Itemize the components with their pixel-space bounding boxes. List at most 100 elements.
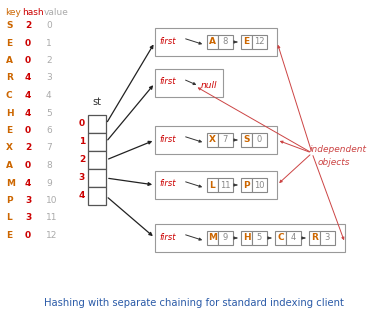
Bar (207, 35, 218, 49)
Text: P: P (6, 196, 13, 205)
Text: null: null (201, 81, 218, 89)
Text: 11: 11 (46, 214, 57, 222)
Text: C: C (6, 91, 13, 100)
Bar (286, 231, 301, 245)
Text: 9: 9 (46, 179, 52, 187)
Bar (155, 69, 223, 97)
Text: E: E (6, 126, 12, 135)
Bar (155, 126, 277, 154)
Text: 3: 3 (25, 214, 31, 222)
Text: 4: 4 (79, 191, 85, 200)
Bar (252, 35, 267, 49)
Text: key: key (5, 8, 21, 17)
Text: 7: 7 (223, 136, 228, 144)
Text: 0: 0 (25, 161, 31, 170)
Bar (218, 178, 233, 192)
Text: 12: 12 (254, 38, 265, 46)
Text: 0: 0 (25, 56, 31, 65)
Text: C: C (277, 234, 284, 242)
Bar (218, 35, 233, 49)
Text: H: H (242, 234, 250, 242)
Text: first: first (159, 135, 175, 143)
Text: 4: 4 (46, 91, 52, 100)
Text: E: E (243, 38, 249, 46)
Bar (241, 178, 252, 192)
Bar (252, 231, 267, 245)
Text: 3: 3 (79, 173, 85, 183)
Text: R: R (311, 234, 318, 242)
Text: first: first (159, 37, 175, 46)
Text: 4: 4 (25, 108, 31, 118)
Bar (88, 187, 106, 205)
Bar (88, 169, 106, 187)
Text: L: L (210, 180, 215, 190)
Bar (252, 178, 267, 192)
Bar (155, 224, 345, 252)
Text: 2: 2 (79, 155, 85, 165)
Text: 8: 8 (46, 161, 52, 170)
Text: 0: 0 (25, 231, 31, 240)
Text: X: X (6, 143, 13, 153)
Text: st: st (92, 97, 102, 107)
Text: value: value (44, 8, 69, 17)
Bar (155, 171, 277, 199)
Bar (207, 178, 218, 192)
Text: Hashing with separate chaining for standard indexing client: Hashing with separate chaining for stand… (44, 298, 344, 308)
Text: 1: 1 (46, 39, 52, 47)
Text: S: S (243, 136, 250, 144)
Bar (207, 231, 218, 245)
Bar (218, 231, 233, 245)
Bar (155, 28, 277, 56)
Bar (320, 231, 335, 245)
Text: 4: 4 (25, 91, 31, 100)
Bar (207, 133, 218, 147)
Bar (88, 133, 106, 151)
Bar (252, 133, 267, 147)
Text: 3: 3 (325, 234, 330, 242)
Text: R: R (6, 74, 13, 82)
Text: 0: 0 (46, 21, 52, 30)
Text: A: A (6, 161, 13, 170)
Text: 2: 2 (25, 143, 31, 153)
Text: 2: 2 (46, 56, 52, 65)
Text: 4: 4 (291, 234, 296, 242)
Bar (241, 133, 252, 147)
Text: E: E (6, 231, 12, 240)
Text: independent: independent (310, 145, 367, 154)
Text: 5: 5 (46, 108, 52, 118)
Text: 5: 5 (257, 234, 262, 242)
Bar (241, 35, 252, 49)
Text: first: first (159, 77, 175, 87)
Text: S: S (6, 21, 12, 30)
Text: M: M (6, 179, 15, 187)
Bar (218, 133, 233, 147)
Text: 0: 0 (257, 136, 262, 144)
Text: 0: 0 (25, 39, 31, 47)
Text: 2: 2 (25, 21, 31, 30)
Text: 4: 4 (25, 74, 31, 82)
Text: objects: objects (318, 158, 350, 167)
Text: 9: 9 (223, 234, 228, 242)
Text: A: A (209, 38, 216, 46)
Text: 4: 4 (25, 179, 31, 187)
Text: first: first (159, 233, 175, 241)
Bar (309, 231, 320, 245)
Text: H: H (6, 108, 14, 118)
Text: first: first (159, 179, 175, 189)
Text: 0: 0 (79, 119, 85, 129)
Text: L: L (6, 214, 12, 222)
Text: 8: 8 (223, 38, 228, 46)
Text: P: P (243, 180, 250, 190)
Text: 0: 0 (25, 126, 31, 135)
Text: 10: 10 (254, 180, 265, 190)
Text: 1: 1 (79, 137, 85, 147)
Text: 3: 3 (46, 74, 52, 82)
Bar (88, 115, 106, 133)
Text: 6: 6 (46, 126, 52, 135)
Text: A: A (6, 56, 13, 65)
Text: 7: 7 (46, 143, 52, 153)
Text: 12: 12 (46, 231, 57, 240)
Bar (275, 231, 286, 245)
Bar (88, 151, 106, 169)
Text: hash: hash (22, 8, 43, 17)
